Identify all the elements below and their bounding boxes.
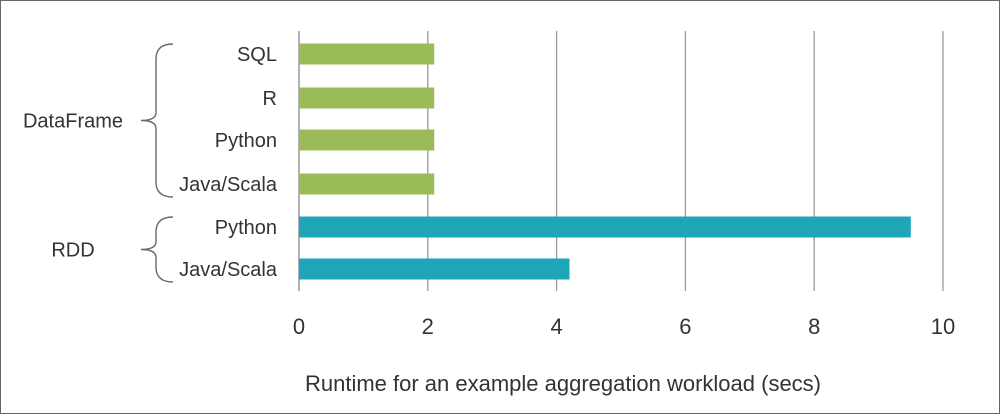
x-tick-label: 8 xyxy=(808,314,820,339)
x-tick-label: 0 xyxy=(293,314,305,339)
group-label: RDD xyxy=(51,240,94,262)
category-label: Java/Scala xyxy=(179,259,278,281)
group-bracket xyxy=(140,216,174,283)
bar xyxy=(299,43,435,65)
category-label: Python xyxy=(215,217,277,239)
x-tick-label: 10 xyxy=(931,314,955,339)
category-label: Python xyxy=(215,130,277,152)
bar xyxy=(299,258,570,280)
bar xyxy=(299,173,435,195)
group-bracket xyxy=(140,43,174,198)
x-tick-label: 4 xyxy=(550,314,562,339)
bar xyxy=(299,216,911,238)
bar xyxy=(299,87,435,109)
category-label: SQL xyxy=(237,44,277,66)
x-tick-label: 6 xyxy=(679,314,691,339)
category-label: R xyxy=(263,88,277,110)
group-label: DataFrame xyxy=(23,111,123,133)
x-tick-label: 2 xyxy=(422,314,434,339)
category-label: Java/Scala xyxy=(179,174,278,196)
bar xyxy=(299,129,435,151)
x-axis-label: Runtime for an example aggregation workl… xyxy=(305,371,821,396)
